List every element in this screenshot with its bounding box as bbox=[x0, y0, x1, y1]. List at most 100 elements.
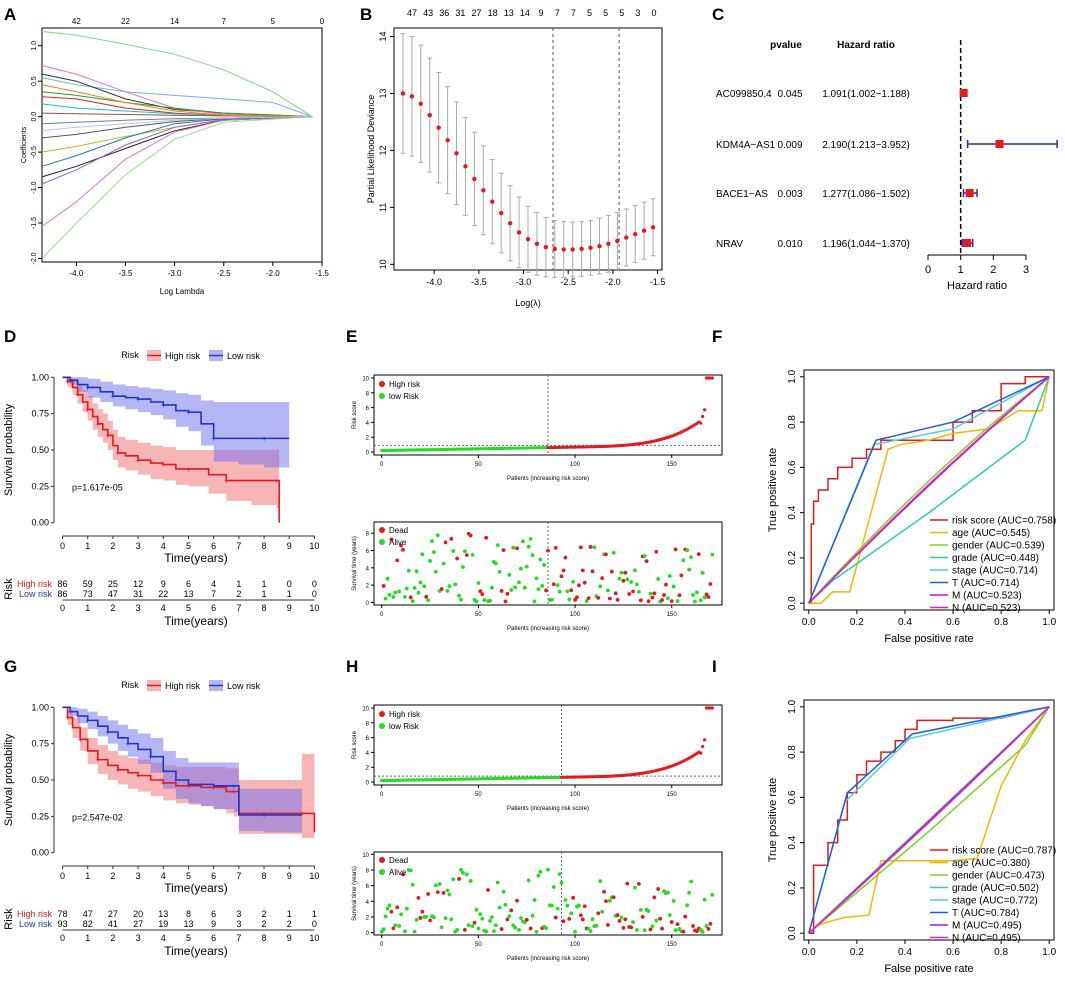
y-tick-label: 0.6 bbox=[787, 460, 798, 474]
risk-table-value: 9 bbox=[161, 579, 166, 589]
survival-point bbox=[631, 920, 635, 924]
censor-mark: + bbox=[136, 456, 141, 465]
survival-point bbox=[441, 891, 446, 895]
y-tick-label: 0.00 bbox=[31, 848, 49, 858]
censor-mark: + bbox=[136, 395, 141, 404]
survival-point bbox=[636, 881, 641, 886]
survival-point bbox=[403, 929, 407, 934]
y-tick-label: 13 bbox=[378, 88, 388, 98]
x-tick-label: 8 bbox=[262, 871, 267, 881]
deviance-point bbox=[641, 228, 647, 233]
survival-point bbox=[569, 911, 574, 916]
risk-table-value: 22 bbox=[158, 589, 168, 599]
survival-point bbox=[598, 879, 603, 884]
deviance-point bbox=[427, 112, 432, 118]
hr-text: 1.196(1.044−1.370) bbox=[822, 239, 910, 250]
y-tick-label: 0.00 bbox=[31, 518, 49, 528]
roc-curve-7 bbox=[808, 706, 1050, 934]
y-tick-label: 8 bbox=[366, 869, 370, 875]
survival-point bbox=[397, 589, 402, 594]
deviance-point bbox=[543, 245, 549, 250]
risk-x-axis-title: Time(years) bbox=[164, 944, 228, 958]
x-tick-label: -2.5 bbox=[217, 269, 231, 278]
risk-x-tick-label: 6 bbox=[211, 603, 216, 613]
deviance-point bbox=[597, 243, 602, 249]
panel-label-e: E bbox=[346, 327, 357, 346]
survival-point bbox=[408, 595, 413, 600]
y-axis-title: True positive rate bbox=[767, 778, 779, 863]
survival-point bbox=[638, 907, 643, 912]
risk-table-value: 13 bbox=[158, 909, 168, 919]
survival-point bbox=[685, 548, 690, 553]
x-axis-title: Patients (increasing risk score) bbox=[507, 626, 589, 632]
deviance-point bbox=[579, 246, 584, 252]
deviance-point bbox=[633, 231, 638, 237]
panel-label-g: G bbox=[4, 657, 17, 676]
survival-point bbox=[580, 568, 585, 573]
survival-point bbox=[457, 593, 461, 598]
censor-mark: + bbox=[262, 434, 267, 443]
censor-mark: + bbox=[186, 408, 191, 417]
roc-curve-0 bbox=[808, 706, 1050, 934]
survival-point bbox=[399, 543, 403, 548]
survival-point bbox=[428, 559, 432, 563]
risk-table-value: 41 bbox=[108, 919, 118, 929]
legend-label: age (AUC=0.380) bbox=[952, 858, 1030, 869]
y-tick-label: -1.0 bbox=[31, 181, 38, 193]
x-tick-label: 0.4 bbox=[898, 947, 912, 958]
survival-point bbox=[619, 915, 624, 920]
survival-point bbox=[675, 599, 680, 603]
top-axis-label: 5 bbox=[619, 8, 624, 18]
panel-label-c: C bbox=[712, 5, 724, 24]
x-tick-label: 6 bbox=[211, 541, 216, 551]
risk-table-value: 1 bbox=[262, 589, 267, 599]
survival-point bbox=[509, 908, 514, 913]
y-tick-label: -0.5 bbox=[31, 146, 38, 158]
survival-point bbox=[555, 906, 560, 911]
survival-point bbox=[648, 591, 653, 596]
survival-point bbox=[557, 589, 562, 594]
survival-point bbox=[455, 928, 460, 932]
risk-table-value: 3 bbox=[236, 919, 241, 929]
x-tick-label: 0.6 bbox=[946, 617, 960, 628]
legend-label: grade (AUC=0.502) bbox=[952, 883, 1039, 894]
survival-point bbox=[522, 585, 527, 590]
risk-x-tick-label: 9 bbox=[287, 933, 292, 943]
survival-point bbox=[702, 897, 707, 902]
y-tick-label: 1.0 bbox=[787, 369, 798, 383]
legend-marker bbox=[379, 723, 385, 729]
survival-point bbox=[412, 929, 417, 934]
x-tick-label: 0.4 bbox=[898, 617, 912, 628]
censor-mark: + bbox=[68, 708, 73, 717]
y-tick-label: 8 bbox=[366, 391, 370, 397]
x-tick-label: 5 bbox=[186, 541, 191, 551]
y-tick-label: 11 bbox=[378, 203, 388, 212]
survival-point bbox=[397, 924, 402, 928]
survival-point bbox=[627, 592, 632, 596]
survival-point bbox=[493, 561, 498, 566]
panel-c-forest-plot: pvalue Hazard ratio AC099850.4 0.045 1.091(1… bbox=[716, 40, 1058, 292]
deviance-point bbox=[436, 125, 441, 130]
survival-point bbox=[455, 556, 460, 561]
survival-point bbox=[435, 533, 440, 538]
coef-path-16 bbox=[41, 84, 313, 118]
y-tick-label: 8 bbox=[366, 721, 370, 727]
survival-point bbox=[549, 903, 554, 908]
y-tick-label: 8 bbox=[366, 532, 370, 538]
survival-point bbox=[567, 917, 572, 921]
survival-point bbox=[669, 920, 674, 924]
pvalue-text: 0.010 bbox=[777, 239, 802, 250]
x-tick-label: 50 bbox=[475, 462, 482, 468]
risk-score-point bbox=[699, 421, 703, 425]
legend-title: Risk bbox=[121, 680, 139, 690]
coef-path-0 bbox=[41, 31, 313, 118]
x-tick-label: -3.0 bbox=[516, 277, 532, 287]
legend-label: risk score (AUC=0.787) bbox=[952, 846, 1056, 857]
survival-point bbox=[381, 927, 386, 932]
survival-point bbox=[459, 597, 463, 602]
survival-point bbox=[687, 890, 692, 895]
survival-point bbox=[439, 587, 444, 591]
survival-point bbox=[401, 872, 405, 877]
panel-g-km-test: Risk High risk Low risk++++++ + + ++++++++ + ++… bbox=[3, 680, 319, 958]
survival-point bbox=[613, 591, 618, 596]
